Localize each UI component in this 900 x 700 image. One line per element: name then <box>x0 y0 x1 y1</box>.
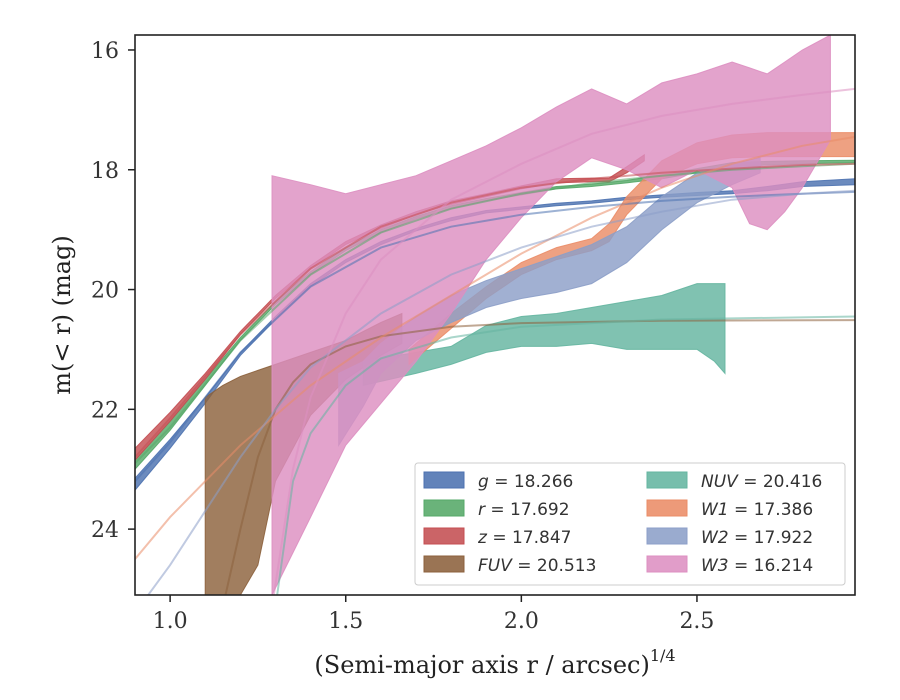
x-axis-label-exponent: 1/4 <box>650 646 676 665</box>
x-tick-label: 1.0 <box>153 609 188 634</box>
x-tick-label: 2.0 <box>504 609 539 634</box>
legend-item-W2: W2 = 17.922 <box>646 527 813 548</box>
legend-label-z: z = 17.847 <box>477 528 571 548</box>
y-tick-label: 20 <box>91 279 119 304</box>
legend-swatch-NUV <box>646 471 688 489</box>
legend-label-W1: W1 = 17.386 <box>701 500 813 520</box>
series-fit-W1 <box>135 135 855 560</box>
y-tick-label: 22 <box>91 398 119 423</box>
legend-label-FUV: FUV = 20.513 <box>478 556 596 576</box>
y-tick-label: 24 <box>91 518 119 543</box>
plot-frame <box>134 34 856 596</box>
legend-swatch-r <box>423 499 465 517</box>
legend-frame <box>414 462 846 586</box>
series-fit-lines <box>135 87 855 595</box>
series-fit-g <box>135 190 855 482</box>
y-tick-label: 18 <box>91 159 119 184</box>
series-fit-NUV <box>276 315 855 595</box>
x-tick-label: 1.5 <box>328 609 363 634</box>
legend-swatch-W1 <box>646 499 688 517</box>
legend-item-g: g = 18.266 <box>423 471 573 492</box>
series-fit-r <box>135 162 855 464</box>
series-fit-z <box>135 162 855 458</box>
series-band-NUV <box>362 283 726 387</box>
legend-swatch-z <box>423 527 465 545</box>
y-tick-label: 16 <box>91 39 119 64</box>
x-axis: 1.0 1.5 2.0 2.5 <box>153 595 714 634</box>
legend-swatch-g <box>423 471 465 489</box>
legend-item-W3: W3 = 16.214 <box>646 555 813 576</box>
series-fit-W2 <box>146 189 855 595</box>
series-fit-W3 <box>272 87 855 595</box>
y-axis-label: m(< r) (mag) <box>48 235 76 394</box>
legend-label-W3: W3 = 16.214 <box>701 556 813 576</box>
legend-swatch-FUV <box>423 555 465 573</box>
x-tick-label: 2.5 <box>679 609 714 634</box>
legend-item-FUV: FUV = 20.513 <box>423 555 596 576</box>
legend-label-r: r = 17.692 <box>478 500 570 520</box>
legend-label-NUV: NUV = 20.416 <box>701 472 822 492</box>
legend-label-W2: W2 = 17.922 <box>701 528 813 548</box>
legend-swatch-W3 <box>646 555 688 573</box>
legend-item-z: z = 17.847 <box>423 527 571 548</box>
legend-swatch-W2 <box>646 527 688 545</box>
x-axis-label: (Semi-major axis r / arcsec)1/4 <box>314 646 675 679</box>
legend-label-g: g = 18.266 <box>478 472 573 492</box>
legend: g = 18.266 r = 17.692 z = 17.847 FUV = 20.5… <box>414 462 846 586</box>
y-axis: 16 18 20 22 24 <box>91 39 135 543</box>
legend-item-NUV: NUV = 20.416 <box>646 471 822 492</box>
x-axis-label-text: (Semi-major axis r / arcsec) <box>314 651 649 679</box>
series-band-W3 <box>271 35 831 595</box>
legend-item-W1: W1 = 17.386 <box>646 499 813 520</box>
legend-item-r: r = 17.692 <box>423 499 570 520</box>
